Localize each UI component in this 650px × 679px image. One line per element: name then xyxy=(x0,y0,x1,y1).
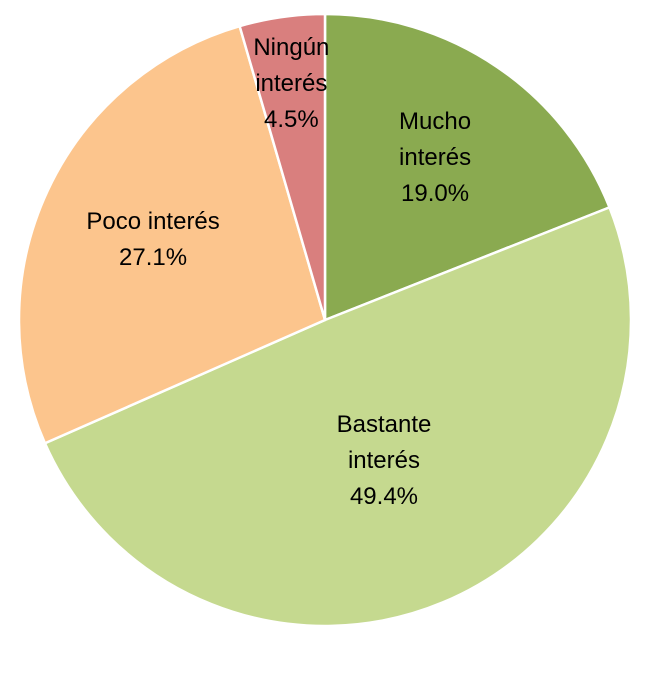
category-label: Ningún interés xyxy=(253,33,330,97)
pie-slice xyxy=(238,12,327,322)
category-label: Mucho interés xyxy=(399,108,472,172)
pie-slice xyxy=(43,206,633,628)
value-label: 27.1% xyxy=(119,243,188,271)
slice-label: Ningún interés 4.5% xyxy=(221,30,361,138)
category-label: Bastante interés xyxy=(336,411,432,475)
value-label: 49.4% xyxy=(349,483,419,511)
category-label: Poco interés xyxy=(86,207,220,235)
pie-slice xyxy=(323,12,611,322)
pie-slice xyxy=(17,24,327,445)
slice-label: Bastante interés 49.4% xyxy=(314,407,454,515)
slice-label: Poco interés 27.1% xyxy=(83,204,223,276)
value-label: 19.0% xyxy=(401,180,470,208)
value-label: 4.5% xyxy=(264,105,319,133)
slice-label: Mucho interés 19.0% xyxy=(365,104,505,212)
